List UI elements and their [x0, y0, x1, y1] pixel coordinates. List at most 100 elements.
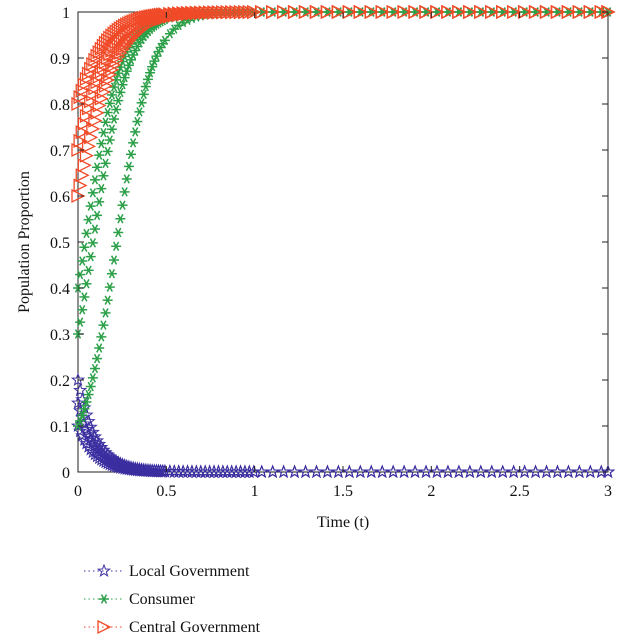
- data-point: [207, 5, 222, 20]
- data-point: [102, 146, 113, 157]
- data-point: [111, 49, 126, 64]
- y-tick-label: 0.8: [50, 97, 70, 114]
- data-point: [333, 7, 344, 17]
- data-point: [134, 107, 145, 117]
- data-point: [79, 292, 90, 302]
- data-point: [81, 139, 97, 154]
- data-point: [486, 7, 497, 17]
- data-point: [98, 127, 109, 138]
- data-point: [86, 121, 101, 136]
- data-point: [96, 84, 111, 100]
- data-point: [353, 4, 368, 20]
- data-point: [100, 117, 111, 127]
- data-point: [397, 4, 412, 20]
- data-point: [128, 138, 139, 148]
- data-point: [442, 7, 453, 17]
- data-point: [216, 5, 231, 20]
- data-point: [528, 4, 544, 20]
- data-point: [462, 464, 477, 479]
- data-point: [90, 48, 105, 63]
- data-point: [366, 7, 377, 17]
- data-point: [408, 4, 423, 20]
- data-point: [105, 62, 120, 77]
- data-point: [517, 4, 533, 20]
- data-point: [441, 4, 456, 20]
- data-point: [77, 158, 92, 173]
- data-point: [138, 89, 149, 100]
- legend-entry: Local Government: [84, 563, 250, 580]
- data-point: [561, 4, 576, 20]
- data-point: [83, 214, 94, 225]
- data-point: [132, 116, 143, 127]
- data-point: [386, 4, 401, 20]
- data-point: [309, 4, 324, 20]
- data-point: [164, 29, 175, 39]
- x-tick-label: 1: [251, 483, 259, 500]
- data-point: [176, 7, 191, 22]
- x-tick-label: 0: [74, 483, 82, 500]
- data-point: [530, 7, 541, 17]
- y-tick-label: 0.7: [50, 143, 70, 160]
- data-point: [583, 464, 598, 479]
- data-point: [550, 464, 565, 479]
- data-point: [94, 343, 105, 353]
- data-point: [98, 78, 114, 93]
- data-point: [322, 7, 333, 17]
- y-tick-label: 0.6: [50, 189, 70, 206]
- data-point: [452, 4, 467, 20]
- data-point: [473, 464, 488, 479]
- data-point: [130, 127, 141, 137]
- data-point: [89, 175, 100, 185]
- data-point: [298, 4, 314, 20]
- data-point: [115, 214, 126, 224]
- data-point: [73, 133, 88, 148]
- data-point: [109, 255, 120, 265]
- data-point: [83, 265, 94, 276]
- data-point: [85, 201, 96, 211]
- data-point: [73, 382, 88, 397]
- data-point: [145, 68, 156, 78]
- data-point: [194, 6, 209, 21]
- series-consumer: [73, 7, 613, 431]
- legend-label: Consumer: [129, 591, 195, 608]
- data-point: [71, 188, 86, 204]
- data-point: [75, 269, 86, 280]
- data-point: [594, 4, 609, 20]
- data-point: [84, 130, 99, 145]
- data-point: [94, 197, 105, 207]
- data-point: [71, 142, 86, 158]
- data-point: [331, 464, 346, 479]
- data-point: [123, 60, 134, 70]
- data-point: [561, 464, 576, 479]
- data-point: [96, 332, 107, 342]
- data-point: [123, 161, 134, 172]
- data-point: [92, 210, 103, 221]
- data-point: [541, 7, 552, 17]
- data-point: [106, 124, 117, 134]
- data-point: [519, 7, 530, 17]
- data-point: [242, 5, 257, 20]
- data-point: [81, 397, 92, 407]
- data-point: [453, 7, 464, 17]
- data-point: [585, 7, 596, 17]
- data-point: [583, 4, 598, 20]
- data-point: [109, 114, 120, 124]
- legend-marker-icon: [97, 619, 112, 635]
- data-point: [574, 7, 585, 17]
- data-point: [399, 7, 410, 17]
- series-central-government: [71, 4, 616, 204]
- data-point: [88, 81, 103, 96]
- data-point: [81, 66, 97, 81]
- data-point: [115, 87, 126, 98]
- data-point: [429, 464, 445, 479]
- data-point: [101, 73, 116, 88]
- data-point: [276, 464, 291, 479]
- data-point: [121, 174, 132, 184]
- data-point: [77, 116, 92, 131]
- data-point: [418, 464, 434, 479]
- data-point: [254, 464, 269, 479]
- data-point: [388, 7, 399, 17]
- data-point: [375, 4, 390, 20]
- data-point: [421, 7, 432, 17]
